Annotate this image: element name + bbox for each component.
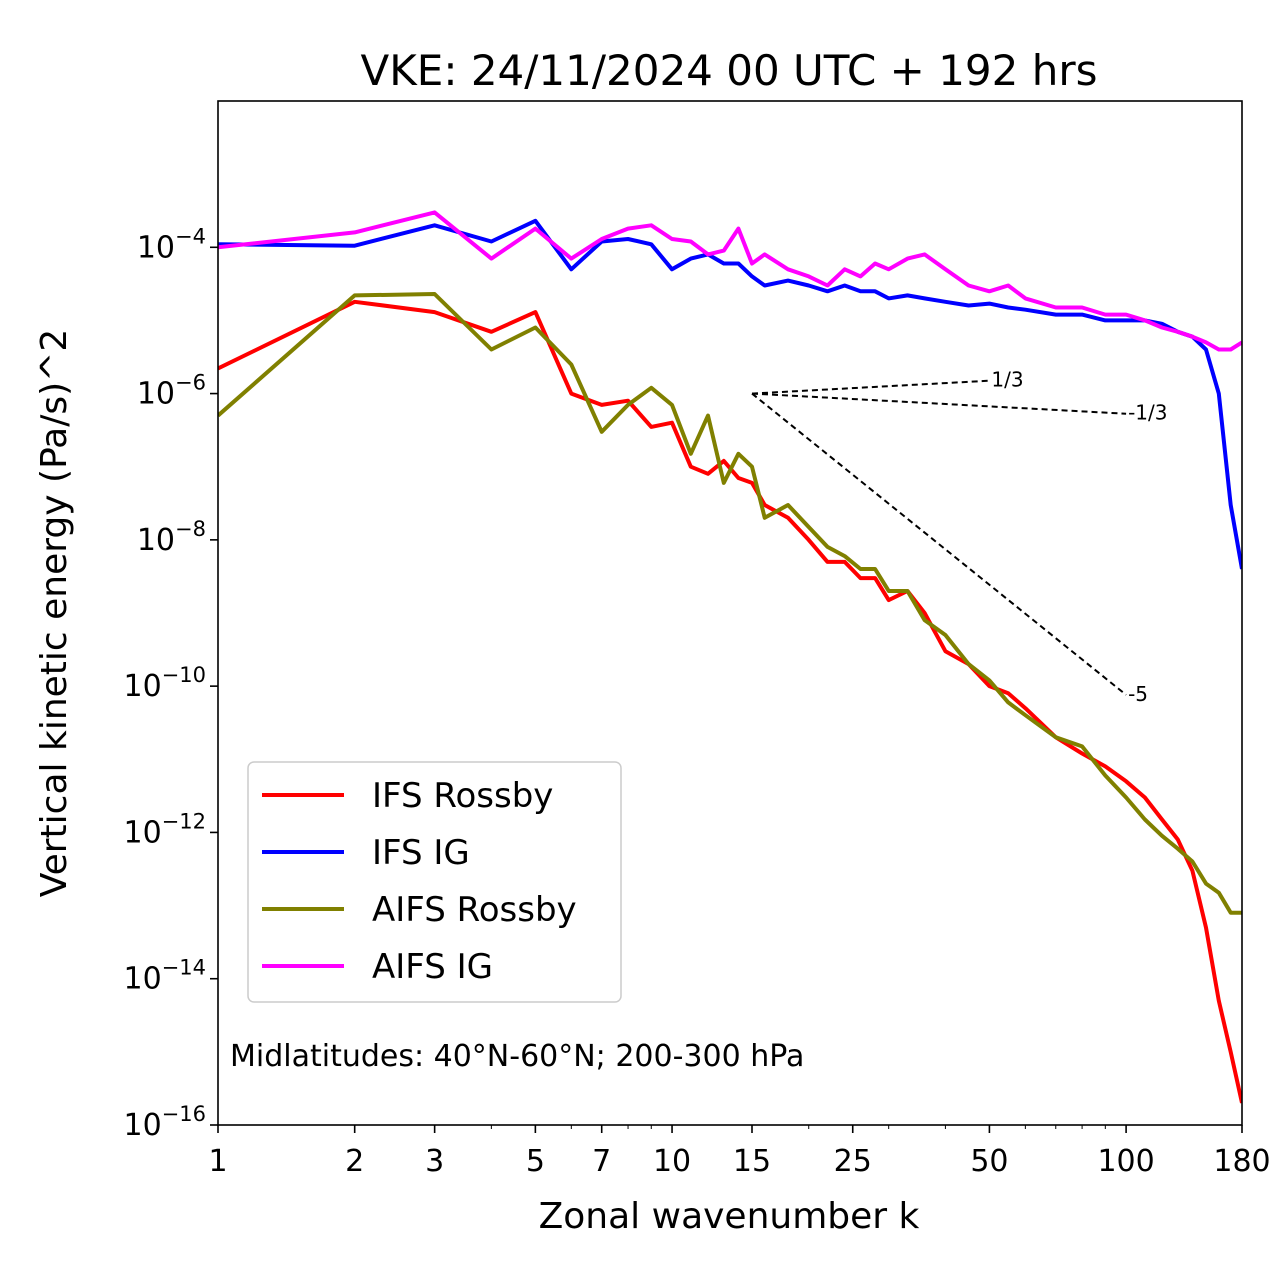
legend: IFS Rossby IFS IG AIFS Rossby AIFS IG [247,761,622,1003]
reference-slopes: 1/3 -1/3 -5 [751,368,1168,706]
legend-label: IFS IG [372,833,470,873]
legend-box [247,761,622,1003]
reference-slope-line-2 [751,392,1127,415]
x-tick-label: 2 [345,1144,364,1179]
plot-area: 1/3-1/3-5 1 2 3 5 7 10 15 25 50 100 180 10−410−610… [123,100,1271,1179]
x-tick-label: 15 [733,1144,771,1179]
y-tick-label: 10−8 [137,517,206,558]
plot-frame [217,100,1243,1126]
y-axis-title: Vertical kinetic energy (Pa/s)^2 [34,329,75,897]
chart-title: VKE: 24/11/2024 00 UTC + 192 hrs [361,46,1098,95]
x-tick-label: 5 [526,1144,545,1179]
legend-label: AIFS Rossby [372,890,577,930]
x-axis-title: Zonal wavenumber k [539,1196,920,1237]
legend-label: IFS Rossby [372,776,553,816]
reference-slope-line-3 [751,392,1127,696]
x-tick-label: 50 [970,1144,1008,1179]
y-tick-label: 10−14 [123,956,206,997]
series-group [218,210,1242,1104]
y-tick-label: 10−10 [123,663,206,704]
x-tick-label: 100 [1097,1144,1154,1179]
reference-slope-label-3: -5 [1128,682,1148,706]
series-line-ifs-rossby [218,299,1242,1104]
x-tick-label: 10 [653,1144,691,1179]
y-tick-label: 10−6 [137,371,206,412]
legend-label: AIFS IG [372,947,493,987]
x-tick-label: 25 [834,1144,872,1179]
y-tick-label: 10−16 [123,1102,206,1143]
y-tick-label: 10−12 [123,809,206,850]
series-line-aifs-ig [218,210,1242,352]
y-axis-ticks: 10−4 10−6 10−8 10−10 10−12 10−14 10−16 [123,224,218,1143]
reference-slope-label-1: 1/3 [991,368,1023,392]
x-axis-ticks: 1 2 3 5 7 10 15 25 50 100 180 [208,1125,1271,1179]
x-tick-label: 180 [1213,1144,1270,1179]
x-tick-label: 7 [592,1144,611,1179]
series-line-aifs-rossby [218,292,1242,915]
x-tick-label: 3 [425,1144,444,1179]
y-tick-label: 10−4 [137,224,206,265]
x-tick-label: 1 [208,1144,227,1179]
region-annotation: Midlatitudes: 40°N-60°N; 200-300 hPa [230,1039,804,1074]
reference-slope-label-2: -1/3 [1128,401,1167,425]
